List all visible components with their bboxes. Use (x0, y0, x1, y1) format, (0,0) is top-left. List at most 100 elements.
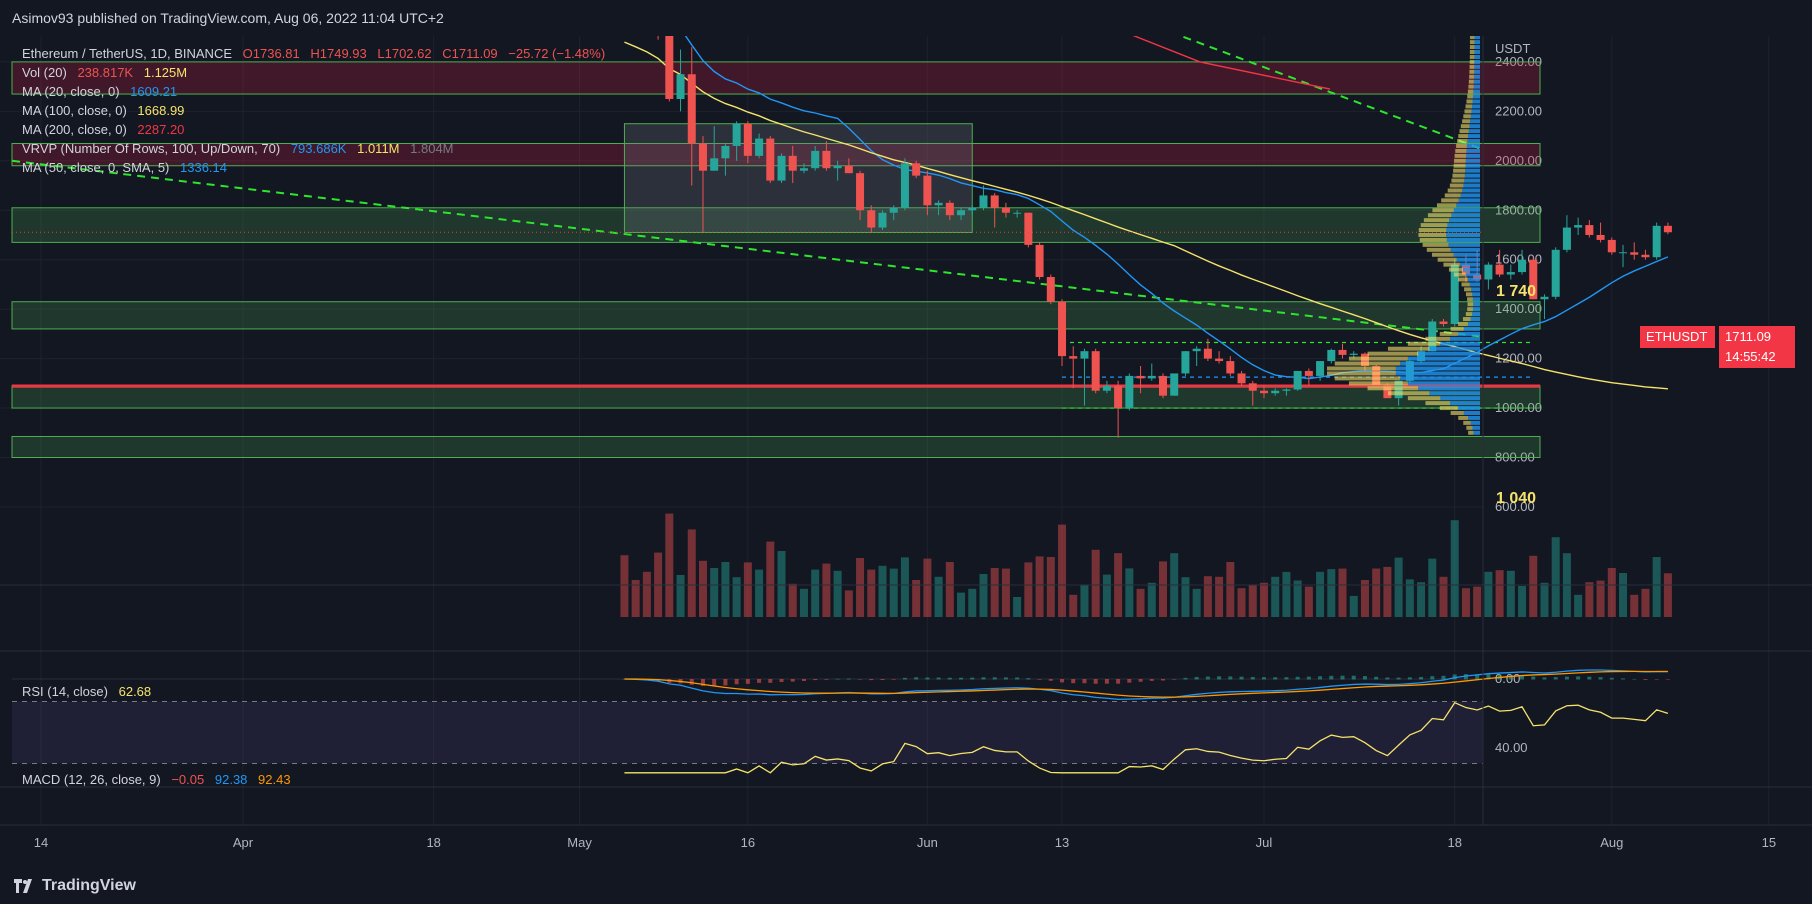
macd-histogram-bar (790, 679, 795, 682)
time-tick-label: 16 (741, 835, 755, 850)
volume-profile-down-bar (1459, 129, 1469, 134)
candle-body (1428, 321, 1437, 352)
candle-body (1506, 272, 1515, 275)
candle-body (979, 195, 988, 208)
publish-header-text: Asimov93 published on TradingView.com, A… (12, 10, 444, 26)
macd-histogram-bar (1632, 678, 1637, 680)
volume-profile-up-bar (1449, 336, 1480, 341)
macd-histogram-bar (1048, 679, 1053, 681)
candle-body (1237, 373, 1246, 384)
candle-body (822, 150, 831, 169)
volume-profile-down-bar (1450, 410, 1464, 415)
volume-profile-down-bar (1425, 336, 1450, 341)
candle-body (1035, 244, 1044, 278)
volume-profile-down-bar (1465, 312, 1473, 317)
volume-profile-up-bar (1453, 208, 1480, 213)
volume-bar (1069, 594, 1078, 617)
volume-profile-up-bar (1474, 64, 1480, 69)
legend-macd-v3: 92.43 (258, 772, 291, 787)
volume-bar (1248, 584, 1257, 617)
volume-bar (1450, 520, 1459, 617)
volume-bar (1607, 568, 1616, 617)
macd-histogram-bar (1026, 678, 1031, 680)
macd-histogram-bar (1385, 677, 1390, 680)
candle-body (900, 163, 909, 208)
volume-profile-down-bar (1451, 178, 1465, 183)
time-tick-label: Jul (1256, 835, 1273, 850)
volume-profile-down-bar (1458, 277, 1468, 282)
volume-profile-down-bar (1367, 386, 1419, 391)
volume-bar (811, 569, 820, 617)
legend-vol-label: Vol (20) (22, 65, 67, 80)
volume-profile-up-bar (1446, 228, 1480, 233)
volume-profile-up-bar (1473, 89, 1480, 94)
macd-histogram-bar (1598, 677, 1603, 680)
volume-bar (867, 569, 876, 617)
price-zone (623, 123, 973, 234)
candle-body (1349, 353, 1358, 355)
volume-bar (1540, 582, 1549, 617)
volume-profile-down-bar (1326, 371, 1396, 376)
candle-body (698, 143, 707, 171)
time-tick-label: 15 (1762, 835, 1776, 850)
candle-body (777, 155, 786, 181)
macd-histogram-bar (1486, 674, 1491, 680)
chart[interactable]: 2600.002400.002200.002000.001800.001600.… (0, 36, 1812, 867)
price-zone (11, 301, 1541, 330)
volume-profile-up-bar (1448, 242, 1480, 247)
volume-profile-up-bar (1467, 139, 1480, 144)
candle-body (788, 155, 797, 171)
legend-macd-row: MACD (12, 26, close, 9) −0.05 92.38 92.4… (22, 772, 298, 787)
volume-profile-up-bar (1473, 79, 1480, 84)
candle-body (1226, 361, 1235, 374)
volume-profile-down-bar (1467, 94, 1473, 99)
ma200-line (1132, 36, 1331, 90)
legend-low: L1702.62 (377, 46, 432, 61)
volume-profile-up-bar (1474, 59, 1480, 64)
volume-bar (1360, 580, 1369, 617)
macd-histogram-bar (1149, 679, 1154, 681)
candle-body (1619, 252, 1628, 254)
volume-bar (1282, 571, 1291, 617)
volume-profile-up-bar (1469, 282, 1480, 287)
volume-bar (1091, 549, 1100, 617)
volume-profile-down-bar (1407, 396, 1441, 401)
macd-histogram-bar (1329, 675, 1334, 680)
volume-bar (710, 568, 719, 617)
volume-profile-down-bar (1463, 420, 1471, 425)
volume-bar (777, 551, 786, 617)
macd-histogram-bar (1138, 679, 1143, 682)
volume-profile-up-bar (1400, 376, 1480, 381)
candle-body (833, 165, 842, 169)
legend-symbol-row: Ethereum / TetherUS, 1D, BINANCE O1736.8… (22, 46, 612, 61)
candle-body (1181, 351, 1190, 374)
candle-body (766, 138, 775, 181)
candle-body (1125, 375, 1134, 409)
time-tick-label: Apr (233, 835, 254, 850)
macd-histogram-bar (1127, 679, 1132, 683)
macd-histogram-bar (1037, 679, 1042, 680)
macd-histogram-bar (1576, 676, 1581, 680)
volume-bar (799, 588, 808, 617)
volume-profile-down-bar (1464, 287, 1472, 292)
volume-bar (1271, 576, 1280, 617)
footer-brand[interactable]: TradingView (0, 867, 1812, 904)
legend-ma200-row: MA (200, close, 0) 2287.20 (22, 122, 191, 137)
macd-histogram-bar (1250, 676, 1255, 680)
volume-bar (1035, 556, 1044, 617)
volume-bar (1226, 562, 1235, 617)
volume-profile-up-bar (1471, 109, 1480, 114)
volume-bar (1551, 537, 1560, 617)
legend-macd-label: MACD (12, 26, close, 9) (22, 772, 161, 787)
volume-profile-down-bar (1427, 213, 1452, 218)
volume-profile-up-bar (1456, 257, 1480, 262)
candle-body (1069, 356, 1078, 359)
volume-profile-down-bar (1467, 89, 1474, 94)
volume-profile-down-bar (1387, 346, 1430, 351)
volume-bar (1428, 558, 1437, 617)
volume-bar (1024, 562, 1033, 617)
volume-profile-up-bar (1446, 237, 1480, 242)
volume-profile-up-bar (1464, 178, 1480, 183)
volume-profile-up-bar (1459, 262, 1480, 267)
volume-profile-up-bar (1407, 356, 1480, 361)
